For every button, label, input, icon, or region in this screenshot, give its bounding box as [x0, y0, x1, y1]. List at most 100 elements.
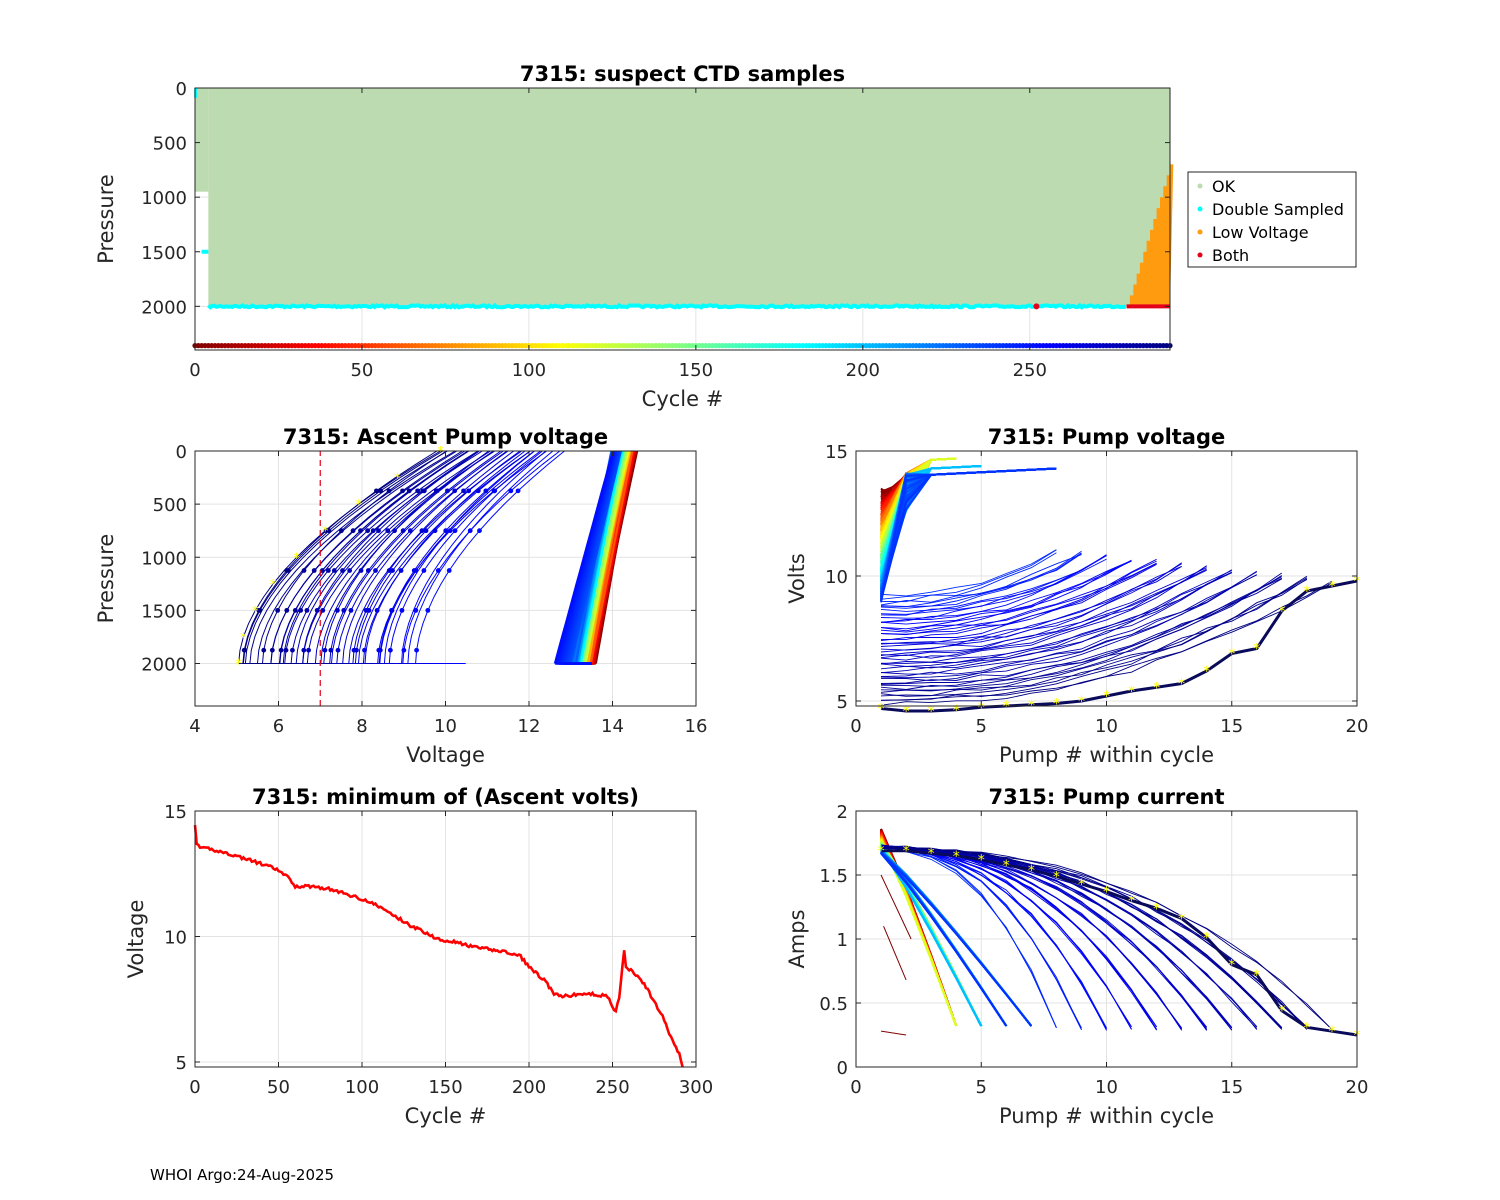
last-cycle-line: [881, 849, 1358, 1037]
x-tick-label: 10: [434, 716, 457, 737]
pump-sample-point: [365, 568, 371, 573]
legend-marker: [1197, 206, 1203, 212]
cycle-voltage-line: [880, 560, 1132, 624]
panel-minimum-ascent-volts: 0 50 100 150 200 250 300 5 10 15 7315: minimum of …: [124, 785, 713, 1128]
last-cycle-marker: *: [1153, 680, 1160, 696]
last-cycle-marker: *: [878, 844, 885, 860]
x-tick-label: 100: [512, 360, 546, 381]
last-cycle-marker: *: [1253, 968, 1260, 984]
pump-sample-point: [331, 568, 337, 573]
pump-sample-point: [407, 528, 413, 534]
x-axis-label: Pump # within cycle: [999, 743, 1214, 767]
cycle-voltage-line: [880, 569, 1233, 664]
last-cycle-marker: *: [1278, 604, 1285, 620]
data-layer: ********************: [878, 457, 1361, 720]
last-cycle-marker: *: [1128, 894, 1135, 910]
data-layer: [193, 824, 684, 1068]
pump-sample-point: [340, 568, 345, 573]
chart-title: 7315: Pump current: [988, 785, 1224, 809]
x-tick-label: 4: [189, 716, 200, 737]
last-cycle-marker: *: [1328, 1024, 1335, 1040]
stray-segment: [880, 1030, 907, 1036]
axes: 0 5 10 15 20 0 0.5 1 1.5 2 7315: Pump current Pump …: [785, 785, 1368, 1128]
cycle-voltage-line: [880, 565, 1207, 656]
x-tick-label: 14: [601, 716, 624, 737]
y-tick-label: 2000: [141, 655, 187, 676]
pump-sample-point: [461, 488, 466, 494]
y-tick-label: 1.5: [819, 866, 848, 887]
pump-sample-point: [365, 528, 371, 534]
cycle-voltage-line: [880, 553, 1082, 609]
axes-box: [194, 87, 1171, 351]
x-tick-label: 100: [345, 1077, 379, 1098]
last-cycle-marker: *: [1153, 901, 1160, 917]
legend-marker: [1197, 183, 1203, 189]
pump-sample-point: [334, 607, 340, 613]
y-axis-label: Pressure: [94, 174, 118, 264]
y-tick-label: 1000: [141, 188, 187, 209]
pump-sample-point: [370, 528, 376, 534]
pump-sample-point: [447, 528, 453, 534]
pump-sample-point: [278, 647, 284, 653]
pump-sample-point: [304, 607, 310, 613]
cycle-voltage-line: [880, 572, 1232, 667]
cycle-voltage-line: [880, 570, 1258, 675]
pump-sample-point: [358, 568, 364, 573]
last-cycle-marker: *: [1203, 664, 1210, 680]
last-cycle-marker: *: [928, 704, 935, 720]
pump-sample-point: [311, 568, 317, 573]
x-tick-label: 16: [685, 716, 708, 737]
x-tick-label: 250: [595, 1077, 629, 1098]
pump-sample-point: [319, 568, 325, 573]
y-axis-label: Voltage: [124, 900, 148, 979]
cycle-voltage-line: [880, 549, 1057, 597]
axes: 4 6 8 10 12 14 16 0 500 1000 1500 2000 7315: Ascent …: [94, 425, 707, 767]
low-voltage-region: [1129, 164, 1174, 307]
pump-sample-point: [443, 528, 449, 534]
pump-sample-point: [362, 647, 367, 653]
x-tick-label: 250: [1013, 360, 1047, 381]
last-cycle-marker: *: [322, 525, 329, 540]
last-cycle-marker: *: [1028, 863, 1035, 879]
x-tick-label: 15: [1220, 1077, 1243, 1098]
legend-box: [1187, 171, 1357, 268]
pump-sample-point: [298, 607, 304, 613]
last-cycle-marker: *: [1053, 869, 1060, 885]
cycle-voltage-line: [880, 570, 1232, 665]
pump-sample-point: [400, 488, 405, 494]
last-cycle-marker: *: [293, 551, 300, 566]
legend-label: Low Voltage: [1212, 223, 1309, 242]
pump-sample-point: [386, 488, 392, 494]
cycle-voltage-line: [880, 565, 1182, 645]
pump-sample-point: [348, 607, 354, 613]
y-tick-label: 15: [825, 442, 848, 463]
last-cycle-marker: *: [1103, 689, 1110, 705]
chart-title: 7315: Pump voltage: [988, 425, 1226, 449]
last-cycle-marker: *: [1203, 931, 1210, 947]
last-cycle-marker: *: [235, 658, 242, 673]
panel-ascent-pump-voltage: * * * * * * * * * 4 6 8 10 12 14 16 0 500 1000 1500 2000 7315…: [94, 425, 707, 767]
last-cycle-marker: *: [878, 702, 885, 718]
cycle-voltage-line: [880, 574, 1258, 682]
panel-suspect-ctd-samples: 0 50 100 150 200 250 0 500 1000 1500 2000 7315: sus…: [94, 62, 1357, 411]
y-tick-label: 15: [164, 802, 187, 823]
axes: 0 50 100 150 200 250 0 500 1000 1500 2000 7315: sus…: [94, 62, 1357, 411]
axes: 0 50 100 150 200 250 300 5 10 15 7315: minimum of …: [124, 785, 713, 1128]
x-tick-label: 8: [356, 716, 367, 737]
double-sampled-line: [207, 302, 1126, 310]
stray-segment: [880, 874, 912, 940]
pump-sample-point: [399, 607, 405, 613]
legend-label: OK: [1212, 177, 1236, 196]
chart-title: 7315: Ascent Pump voltage: [283, 425, 608, 449]
cycle-voltage-line: [880, 564, 1157, 642]
pump-sample-point: [452, 528, 458, 534]
cycle-voltage-curve: [238, 450, 441, 664]
cycle-voltage-line: [880, 577, 1282, 690]
x-tick-label: 200: [846, 360, 880, 381]
pump-sample-point: [508, 488, 514, 494]
last-cycle-marker: *: [928, 846, 935, 862]
y-axis-label: Amps: [785, 909, 809, 968]
x-tick-label: 150: [679, 360, 713, 381]
data-layer: ********************: [878, 828, 1361, 1044]
